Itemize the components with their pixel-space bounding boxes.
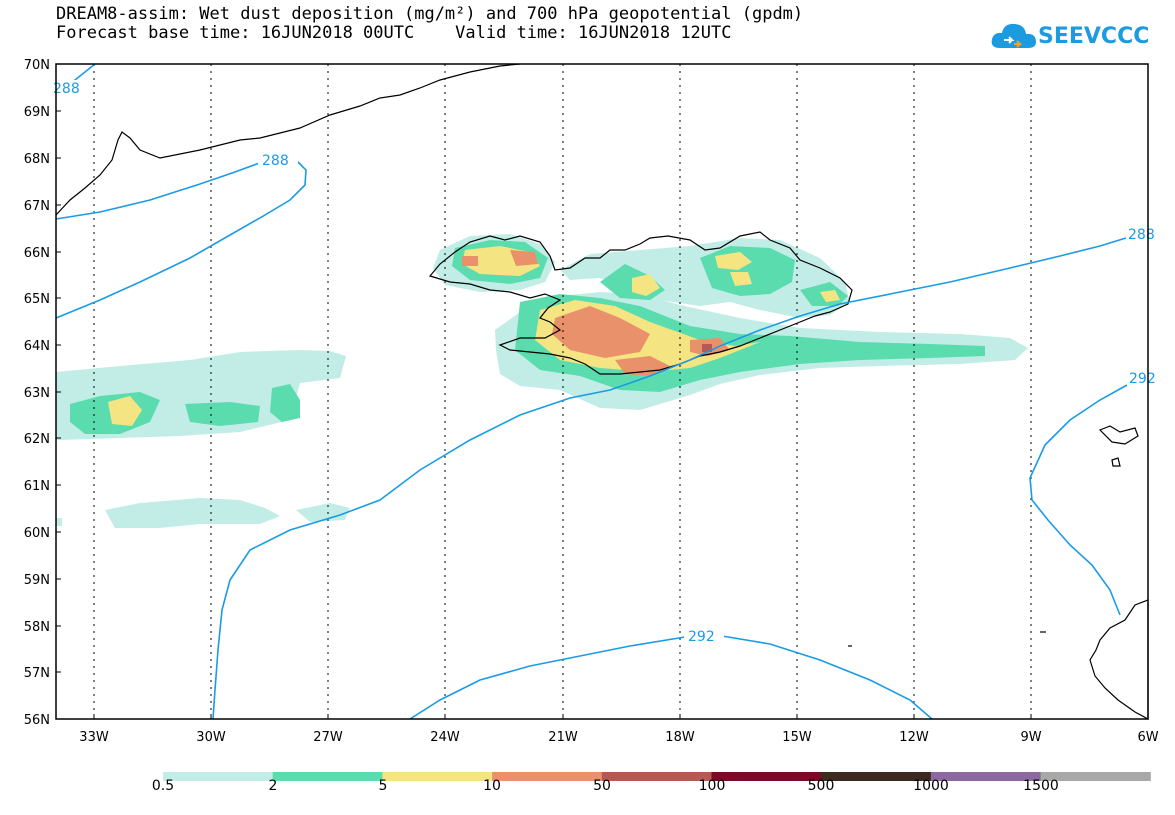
legend-label: 0.5	[151, 778, 175, 794]
lat-label: 67N	[24, 199, 50, 214]
legend-color-bar	[163, 772, 1151, 781]
legend-swatch	[821, 772, 932, 781]
legend-swatch	[492, 772, 603, 781]
contour-label: 288	[262, 153, 289, 169]
lat-label: 62N	[24, 432, 50, 447]
legend-label: 2	[268, 778, 278, 794]
lat-label: 70N	[24, 58, 50, 73]
lat-label: 69N	[24, 105, 50, 120]
lat-label: 57N	[24, 666, 50, 681]
lon-label: 30W	[196, 730, 226, 745]
contour-label: 288	[1128, 227, 1155, 243]
lon-label: 33W	[79, 730, 109, 745]
legend-swatch	[711, 772, 822, 781]
lon-label: 15W	[782, 730, 812, 745]
legend-label: 100	[698, 778, 726, 794]
contour-label: 292	[688, 629, 715, 645]
lat-label: 56N	[24, 713, 50, 728]
legend-label: 50	[593, 778, 611, 794]
contour-label: 292	[1129, 371, 1156, 387]
contour-label: 288	[53, 81, 80, 97]
lat-label: 63N	[24, 386, 50, 401]
seevccc-logo: SEEVCCC	[990, 18, 1149, 58]
lat-label: 64N	[24, 339, 50, 354]
lon-label: 9W	[1020, 730, 1041, 745]
lat-label: 59N	[24, 573, 50, 588]
dust-deposition-field	[56, 234, 1028, 528]
lat-label: 58N	[24, 620, 50, 635]
legend-label: 1500	[1023, 778, 1059, 794]
legend-swatch	[930, 772, 1042, 781]
map-title-line-1: DREAM8-assim: Wet dust deposition (mg/m²…	[56, 4, 804, 24]
lon-label: 21W	[548, 730, 578, 745]
latitude-labels: 70N 69N 68N 67N 66N 65N 64N 63N 62N 61N …	[24, 58, 50, 728]
cloud-icon	[991, 23, 1036, 48]
legend-swatch	[382, 772, 493, 781]
lon-label: 12W	[899, 730, 929, 745]
legend-label: 500	[807, 778, 835, 794]
legend-label: 10	[483, 778, 501, 794]
lon-label: 18W	[665, 730, 695, 745]
longitude-labels: 33W 30W 27W 24W 21W 18W 15W 12W 9W 6W	[79, 730, 1158, 745]
legend-swatch	[163, 772, 274, 781]
lat-label: 68N	[24, 152, 50, 167]
lon-label: 24W	[430, 730, 460, 745]
legend-swatch	[272, 772, 383, 781]
lat-label: 65N	[24, 292, 50, 307]
lat-label: 61N	[24, 479, 50, 494]
geopotential-contours	[55, 63, 1128, 720]
legend-label: 1000	[913, 778, 949, 794]
lon-label: 6W	[1137, 730, 1158, 745]
logo-text: SEEVCCC	[1038, 24, 1150, 49]
map-title-line-2: Forecast base time: 16JUN2018 00UTC Vali…	[56, 23, 732, 43]
ticks	[56, 63, 1032, 719]
lat-label: 60N	[24, 526, 50, 541]
legend-label: 5	[378, 778, 388, 794]
legend-swatch	[601, 772, 712, 781]
contour-labels: 288 288 288 292 292	[52, 80, 1156, 645]
legend-swatch	[1040, 772, 1151, 781]
lat-label: 66N	[24, 246, 50, 261]
lon-label: 27W	[313, 730, 343, 745]
